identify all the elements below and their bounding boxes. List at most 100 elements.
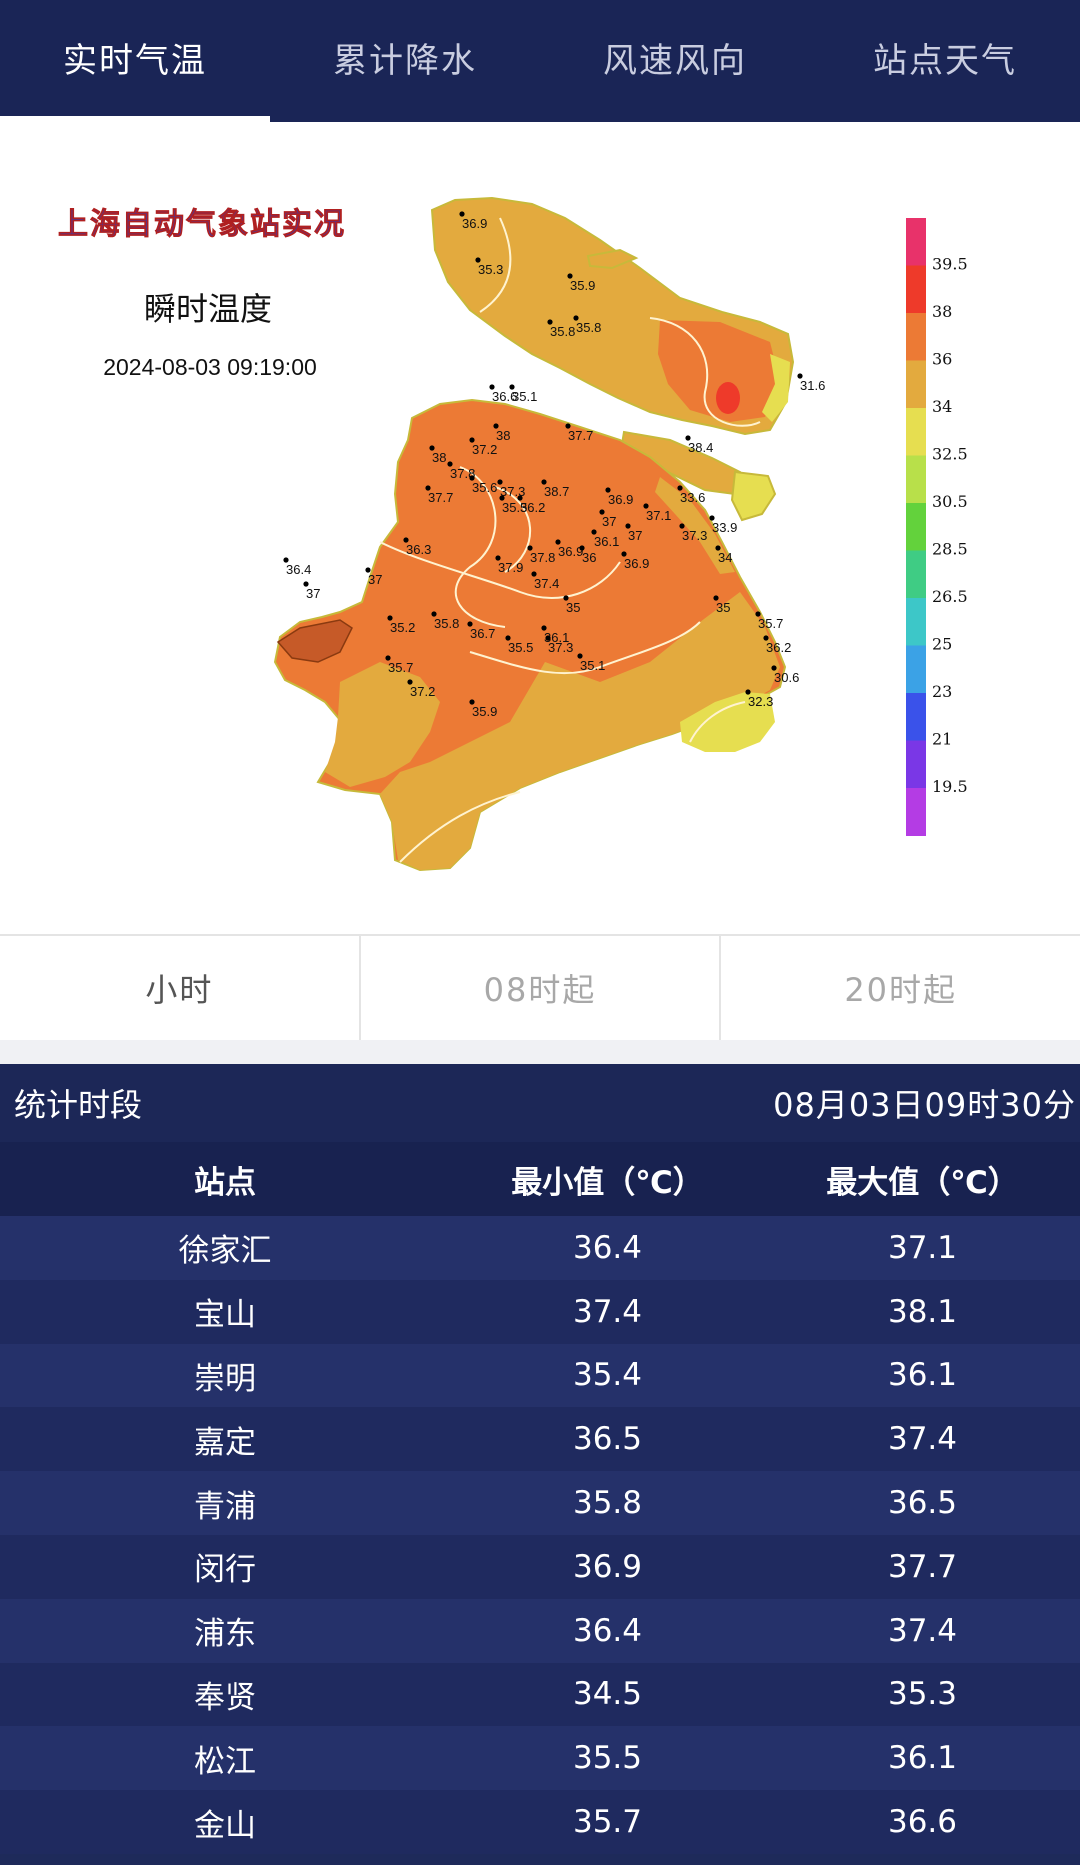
station-dot	[505, 635, 511, 641]
stats-panel: 统计时段 08月03日09时30分 站点 最小值（℃） 最大值（℃） 徐家汇 36…	[0, 1064, 1080, 1865]
station-value: 36.9	[608, 492, 633, 507]
min-value: 36.9	[572, 1548, 643, 1585]
map-datetime: 2024-08-03 09:19:00	[103, 354, 317, 380]
station-dot	[497, 479, 503, 485]
station-value: 37.3	[500, 484, 525, 499]
stats-header: 统计时段 08月03日09时30分	[0, 1064, 1080, 1142]
table-row: 青浦 35.8 36.5	[0, 1471, 1080, 1535]
station-dot	[499, 495, 505, 501]
station-dot	[763, 635, 769, 641]
min-value: 35.5	[572, 1740, 643, 1777]
station-dot	[531, 571, 537, 577]
max-value: 36.5	[887, 1485, 958, 1522]
tab-wind[interactable]: 风速风向	[603, 40, 747, 81]
chongming-warm-zone	[658, 320, 780, 422]
station-value: 37	[602, 514, 616, 529]
small-islet	[586, 248, 639, 270]
station-value: 37	[628, 528, 642, 543]
station-value: 37.7	[428, 490, 453, 505]
station-dot	[713, 595, 719, 601]
station-value: 35.7	[758, 616, 783, 631]
station-dot	[495, 555, 501, 561]
stats-period-label: 统计时段	[14, 1086, 143, 1124]
station-value: 35.3	[478, 262, 503, 277]
station-value: 35.5	[508, 640, 533, 655]
station-name: 松江	[194, 1743, 256, 1780]
max-value: 36.1	[887, 1740, 958, 1777]
station-dot	[685, 435, 691, 441]
station-dot	[527, 545, 533, 551]
station-dot	[425, 485, 431, 491]
station-dot	[475, 257, 481, 263]
station-value: 37	[368, 572, 382, 587]
station-name: 青浦	[194, 1488, 256, 1525]
tab-realtime-temperature[interactable]: 实时气温	[0, 0, 270, 122]
max-value: 36.6	[887, 1804, 958, 1841]
station-dot	[385, 655, 391, 661]
tab-bar: 实时气温 累计降水 风速风向 站点天气	[0, 0, 1080, 122]
legend-label: 26.5	[932, 587, 968, 606]
station-value: 37.2	[410, 684, 435, 699]
isotherm-line	[649, 317, 761, 427]
station-dot	[467, 621, 473, 627]
isotherm-line	[689, 701, 746, 743]
station-dot	[715, 545, 721, 551]
station-value: 35.1	[580, 658, 605, 673]
stats-rows: 徐家汇 36.4 37.1 宝山 37.4 38.1 崇明 35.4 36.1 嘉定 36.5 37.…	[0, 1216, 1080, 1854]
table-row: 宝山 37.4 38.1	[0, 1279, 1080, 1344]
station-dot	[625, 523, 631, 529]
min-value: 36.4	[572, 1612, 643, 1649]
station-dot	[579, 545, 585, 551]
period-hourly-button[interactable]: 小时	[0, 936, 361, 1040]
station-dot	[493, 423, 499, 429]
isotherm-line	[379, 541, 621, 599]
station-value: 36.2	[766, 640, 791, 655]
station-dot	[679, 523, 685, 529]
table-row: 徐家汇 36.4 37.1	[0, 1216, 1080, 1280]
period-since-08-button[interactable]: 08时起	[360, 936, 722, 1040]
legend-swatch	[906, 503, 926, 551]
station-value: 36.3	[406, 542, 431, 557]
column-station: 站点	[194, 1164, 256, 1201]
table-row: 崇明 35.4 36.1	[0, 1343, 1080, 1408]
station-dot	[431, 611, 437, 617]
table-row: 嘉定 36.5 37.4	[0, 1407, 1080, 1472]
column-min: 最小值（℃）	[511, 1164, 704, 1201]
station-value: 37.3	[682, 528, 707, 543]
station-dot	[591, 529, 597, 535]
tab-accumulated-precipitation[interactable]: 累计降水	[333, 40, 477, 81]
period-since-20-button[interactable]: 20时起	[721, 936, 1080, 1040]
station-dot	[573, 315, 579, 321]
chongming-hot-spot	[716, 382, 740, 414]
temperature-legend: 39.5 38 36 34 32.5 30.5 28.5 26.5 25 23 21 19.5	[906, 218, 968, 836]
station-dot	[547, 319, 553, 325]
station-dot	[621, 551, 627, 557]
stats-period-time: 08月03日09时30分	[773, 1086, 1076, 1124]
station-dot	[605, 487, 611, 493]
legend-swatch	[906, 408, 926, 456]
station-value: 32.3	[748, 694, 773, 709]
temperature-map-panel: 上海自动气象站实况 瞬时温度 2024-08-03 09:19:00 36.9 3…	[0, 122, 1080, 932]
station-value: 36	[582, 550, 596, 565]
station-dot	[565, 423, 571, 429]
section-divider	[0, 1040, 1080, 1064]
max-value: 38.1	[887, 1293, 958, 1330]
table-row: 浦东 36.4 37.4	[0, 1598, 1080, 1663]
station-name: 宝山	[194, 1297, 256, 1334]
station-value: 35.5	[502, 500, 527, 515]
max-value: 37.1	[887, 1229, 958, 1266]
station-dot	[283, 557, 289, 563]
station-markers: 36.935.335.935.8 35.831.636.635.13837.238…	[283, 211, 825, 719]
legend-swatch	[906, 788, 926, 836]
southern-warm-zone	[380, 592, 780, 870]
isotherm-line	[479, 217, 512, 313]
station-value: 37.3	[548, 640, 573, 655]
station-dot	[469, 699, 475, 705]
station-value: 37	[306, 586, 320, 601]
station-value: 36.1	[594, 534, 619, 549]
station-dot	[469, 437, 475, 443]
tab-station-weather[interactable]: 站点天气	[873, 40, 1017, 81]
map-banner: 上海自动气象站实况	[58, 207, 346, 242]
station-dot	[447, 461, 453, 467]
table-row: 松江 35.5 36.1	[0, 1726, 1080, 1791]
